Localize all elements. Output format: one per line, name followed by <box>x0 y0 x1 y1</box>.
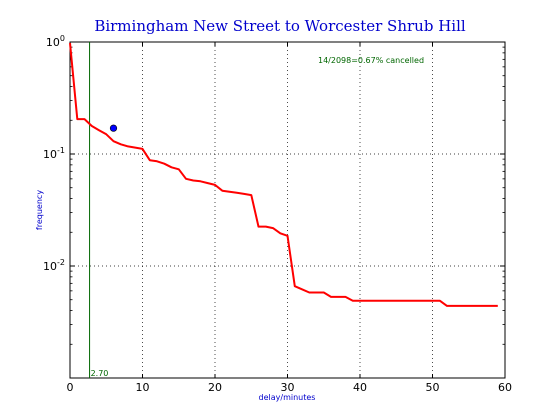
y-tick-exponent: 0 <box>60 34 65 43</box>
cancelled-annotation: 14/2098=0.67% cancelled <box>318 56 424 65</box>
y-tick-base: 10 <box>46 36 60 49</box>
x-axis-label: delay/minutes <box>259 393 316 402</box>
x-tick-label: 60 <box>498 381 512 394</box>
y-tick-base: 10 <box>43 148 57 161</box>
y-tick-label: 10-1 <box>43 146 65 161</box>
y-tick-label: 100 <box>46 34 65 49</box>
x-tick-label: 0 <box>67 381 74 394</box>
current-delay-marker <box>109 124 118 132</box>
x-tick-label: 30 <box>281 381 295 394</box>
median-delay-label: 2.70 <box>91 369 109 378</box>
y-tick-exponent: -1 <box>57 146 65 155</box>
x-tick-label: 20 <box>208 381 222 394</box>
delay-frequency-line <box>69 42 498 307</box>
y-tick-base: 10 <box>43 260 57 273</box>
grid-lines <box>70 42 505 378</box>
chart-title: Birmingham New Street to Worcester Shrub… <box>94 17 466 35</box>
x-tick-label: 10 <box>136 381 150 394</box>
y-axis-label: frequency <box>35 190 44 230</box>
x-tick-label: 40 <box>353 381 367 394</box>
y-tick-exponent: -2 <box>57 258 65 267</box>
x-tick-label: 50 <box>426 381 440 394</box>
y-tick-label: 10-2 <box>43 258 65 273</box>
